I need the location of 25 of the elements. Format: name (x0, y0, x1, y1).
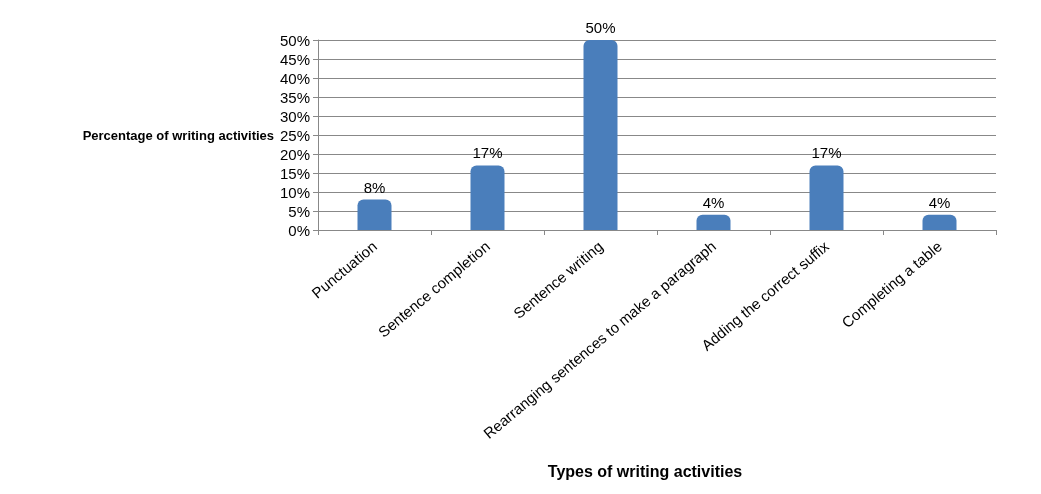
bar (357, 199, 392, 230)
bar (470, 165, 505, 230)
data-label: 50% (585, 19, 616, 36)
y-tick-label: 15% (279, 164, 310, 182)
y-axis-title: Percentage of writing activities (82, 127, 275, 143)
data-label: 4% (928, 193, 951, 211)
bar (583, 40, 618, 230)
y-tick-label: 40% (279, 69, 310, 87)
data-label: 17% (811, 144, 842, 162)
y-tick-label: 45% (279, 50, 310, 68)
y-tick-label: 30% (279, 107, 310, 125)
y-tick-label: 20% (279, 145, 310, 163)
x-axis-title: Types of writing activities (547, 462, 743, 480)
data-label: 4% (702, 193, 725, 211)
y-tick-label: 25% (279, 126, 310, 144)
y-tick-label: 5% (288, 202, 310, 220)
y-tick-label: 10% (279, 183, 310, 201)
y-tick-label: 0% (288, 221, 310, 239)
bar (809, 165, 844, 230)
data-label: 17% (472, 144, 503, 162)
y-tick-label: 35% (279, 88, 310, 106)
data-label: 8% (363, 178, 386, 196)
bar (922, 214, 957, 230)
y-tick-label: 50% (279, 31, 310, 49)
bar (696, 214, 731, 230)
